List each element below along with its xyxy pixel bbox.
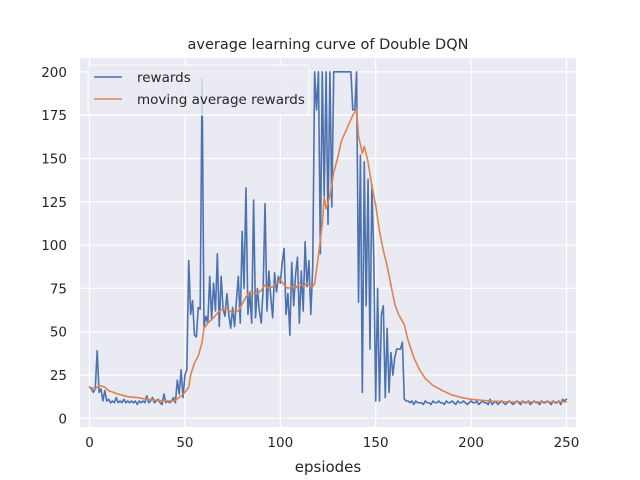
x-axis-label: epsiodes [295,458,362,476]
chart-title: average learning curve of Double DQN [188,37,469,53]
legend-label-rewards: rewards [137,70,191,86]
x-tick-label-50: 50 [176,435,193,451]
y-tick-label-150: 150 [41,151,67,167]
y-tick-label-125: 125 [41,195,67,211]
x-tick-label-0: 0 [85,435,94,451]
y-tick-label-100: 100 [41,238,67,254]
y-tick-label-0: 0 [58,411,67,427]
y-tick-label-200: 200 [41,65,67,81]
legend: rewards moving average rewards [87,64,310,116]
x-tick-label-200: 200 [458,435,484,451]
series-line-rewards [88,71,568,406]
plot-area [80,58,576,427]
x-tick-label-150: 150 [363,435,389,451]
grid [80,58,576,427]
series-line-moving-average-rewards [88,109,568,403]
ticks-layer: 0 25 50 75 100 125 150 175 200 0 50 100 150 200 250 [41,65,579,451]
y-tick-label-175: 175 [41,108,67,124]
x-tick-label-250: 250 [554,435,580,451]
y-tick-label-25: 25 [50,368,67,384]
y-tick-label-50: 50 [50,325,67,341]
legend-label-moving-average-rewards: moving average rewards [137,92,305,108]
series-layer [88,71,568,406]
x-tick-label-100: 100 [267,435,293,451]
y-tick-label-75: 75 [50,281,67,297]
legend-box [87,64,310,116]
